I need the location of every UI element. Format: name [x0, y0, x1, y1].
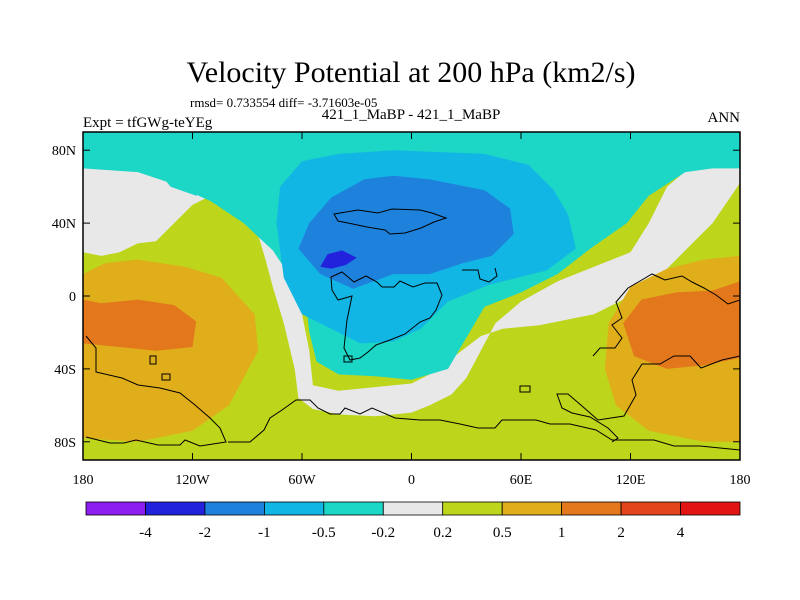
coastline-north-america: [333, 208, 448, 235]
x-tick-label: 60E: [510, 473, 533, 488]
contour-fills: [83, 132, 740, 460]
colorbar-swatch: [561, 501, 622, 516]
contour-region-neutral-band: [83, 161, 740, 417]
y-axis-ticks: 80N 40N 0 40S 80S: [52, 144, 740, 451]
colorbar-swatch: [323, 501, 384, 516]
colorbar-label: 0.2: [433, 525, 452, 541]
comparison-label: 421_1_MaBP - 421_1_MaBP: [322, 107, 501, 123]
y-tick-label: 40S: [54, 363, 76, 378]
experiment-label: Expt = tfGWg-teYEg: [83, 115, 213, 131]
y-tick-label: 80N: [52, 144, 76, 159]
colorbar-label: -0.5: [312, 525, 336, 541]
coastline-south-america: [330, 271, 443, 361]
colorbar-swatch: [501, 501, 563, 516]
x-tick-label: 60W: [288, 473, 316, 488]
colorbar-label: 1: [558, 525, 566, 541]
colorbar-swatch: [620, 501, 681, 516]
colorbar-swatch: [680, 501, 741, 516]
colorbar-swatch: [85, 501, 146, 516]
chart-title: Velocity Potential at 200 hPa (km2/s): [186, 56, 635, 89]
colorbar-swatch: [145, 501, 206, 516]
colorbar-label: -0.2: [371, 525, 395, 541]
contour-region-weak-negative-patch-north-atlantic: [156, 164, 215, 196]
season-label: ANN: [708, 110, 741, 126]
colorbar: -4 -2 -1 -0.5 -0.2 0.2 0.5 1 2 4: [85, 501, 741, 541]
contour-region-neutral-patch-west-pacific: [83, 232, 138, 256]
coastline-central-america: [462, 267, 498, 283]
x-axis-ticks: 180 120W 60W 0 60E 120E 180: [73, 132, 751, 488]
x-tick-label: 120E: [616, 473, 646, 488]
y-tick-label: 40N: [52, 217, 76, 232]
contour-region-strong-positive-east: [623, 281, 740, 369]
x-tick-label: 180: [730, 473, 751, 488]
colorbar-swatch: [263, 501, 325, 516]
y-tick-label: 0: [69, 290, 76, 305]
colorbar-swatch: [442, 501, 503, 516]
contour-region-strong-positive-west: [83, 299, 197, 351]
colorbar-swatch: [204, 501, 265, 516]
contour-region-very-strong-negative: [320, 250, 357, 269]
coastline-antarctica: [228, 399, 740, 451]
coastline-australia: [85, 335, 227, 447]
colorbar-label: 0.5: [493, 525, 512, 541]
colorbar-label: 2: [617, 525, 625, 541]
colorbar-label: 4: [677, 525, 685, 541]
y-tick-label: 80S: [54, 436, 76, 451]
coastline-africa: [556, 273, 740, 443]
x-tick-label: 180: [73, 473, 94, 488]
coastline-outlines: [85, 208, 740, 451]
colorbar-label: -4: [139, 525, 152, 541]
colorbar-label: -2: [199, 525, 212, 541]
colorbar-label: -1: [258, 525, 271, 541]
stats-label: rmsd= 0.733554 diff= -3.71603e-05: [190, 95, 377, 110]
coastline-islands-pacific: [149, 355, 531, 393]
x-tick-label: 0: [408, 473, 415, 488]
x-tick-label: 120W: [175, 473, 210, 488]
colorbar-swatch: [382, 501, 444, 516]
